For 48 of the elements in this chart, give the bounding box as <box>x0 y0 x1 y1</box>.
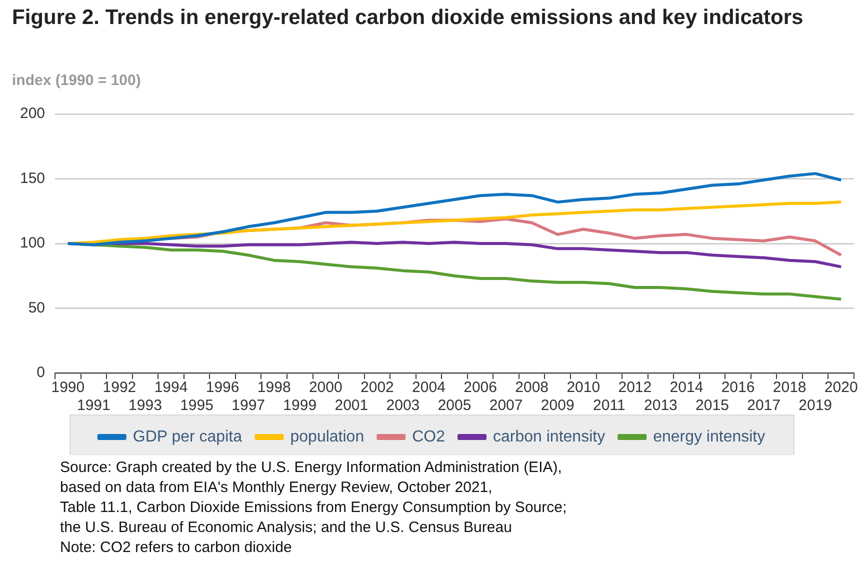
x-tick-label: 2009 <box>540 397 574 414</box>
source-note: Source: Graph created by the U.S. Energy Information Administration (EIA), <box>60 458 563 478</box>
x-tick-label: 1992 <box>102 379 136 396</box>
legend-label: GDP per capita <box>132 428 242 446</box>
x-tick-label: 2006 <box>464 379 497 396</box>
y-tick-label: 200 <box>20 105 46 122</box>
legend-label: carbon intensity <box>493 428 606 446</box>
y-tick-label: 150 <box>20 170 46 187</box>
x-tick-label: 2010 <box>566 379 600 396</box>
x-tick-label: 1993 <box>128 397 162 414</box>
legend-label: CO2 <box>412 428 446 446</box>
x-tick-label: 2003 <box>386 397 420 414</box>
y-axis-title: index (1990 = 100) <box>12 72 141 89</box>
x-tick-label: 2019 <box>798 397 832 414</box>
x-tick-label: 2017 <box>747 397 780 414</box>
x-tick-label: 2004 <box>412 379 446 396</box>
x-tick-label: 2011 <box>593 397 626 414</box>
legend-label: energy intensity <box>653 428 766 446</box>
y-tick-label: 50 <box>28 299 46 316</box>
x-tick-label: 2005 <box>438 397 472 414</box>
legend-label: population <box>290 428 364 446</box>
x-tick-label: 2001 <box>334 397 368 414</box>
x-tick-label: 2012 <box>618 379 652 396</box>
text: the U.S. Bureau of Economic Analysis; and the U.S. Census Bureau <box>60 518 513 538</box>
x-tick-label: 1999 <box>283 397 317 414</box>
x-tick-label: 2014 <box>670 379 704 396</box>
x-tick-label: 2015 <box>696 397 729 414</box>
x-tick-label: 1995 <box>180 397 214 414</box>
x-tick-label: 2016 <box>721 379 755 396</box>
x-tick-label: 1996 <box>206 379 240 396</box>
x-tick-label: 1991 <box>77 397 110 414</box>
x-tick-label: 2020 <box>824 379 858 396</box>
x-tick-label: 2002 <box>360 379 394 396</box>
text: Note: CO2 refers to carbon dioxide <box>60 538 293 558</box>
y-tick-label: 100 <box>20 234 46 252</box>
x-tick-label: 1998 <box>257 379 291 396</box>
x-tick-label: 2007 <box>489 397 523 414</box>
chart-title: Figure 2. Trends in energy-related carbon dioxide emissions and key indicators <box>12 5 804 31</box>
x-tick-label: 1990 <box>51 379 85 396</box>
x-tick-label: 2018 <box>772 379 806 396</box>
x-tick-label: 1997 <box>232 397 266 414</box>
x-tick-label: 2000 <box>308 379 342 396</box>
text: based on data from EIA's Monthly Energy Review, October 2021, <box>60 478 494 498</box>
y-tick-label: 0 <box>36 364 46 382</box>
x-tick-label: 2013 <box>644 397 678 414</box>
caption: Table 11.1, Carbon Dioxide Emissions from Energy Consumption by Source; <box>60 498 567 518</box>
x-tick-label: 1994 <box>154 379 188 396</box>
x-tick-label: 2008 <box>515 379 549 396</box>
